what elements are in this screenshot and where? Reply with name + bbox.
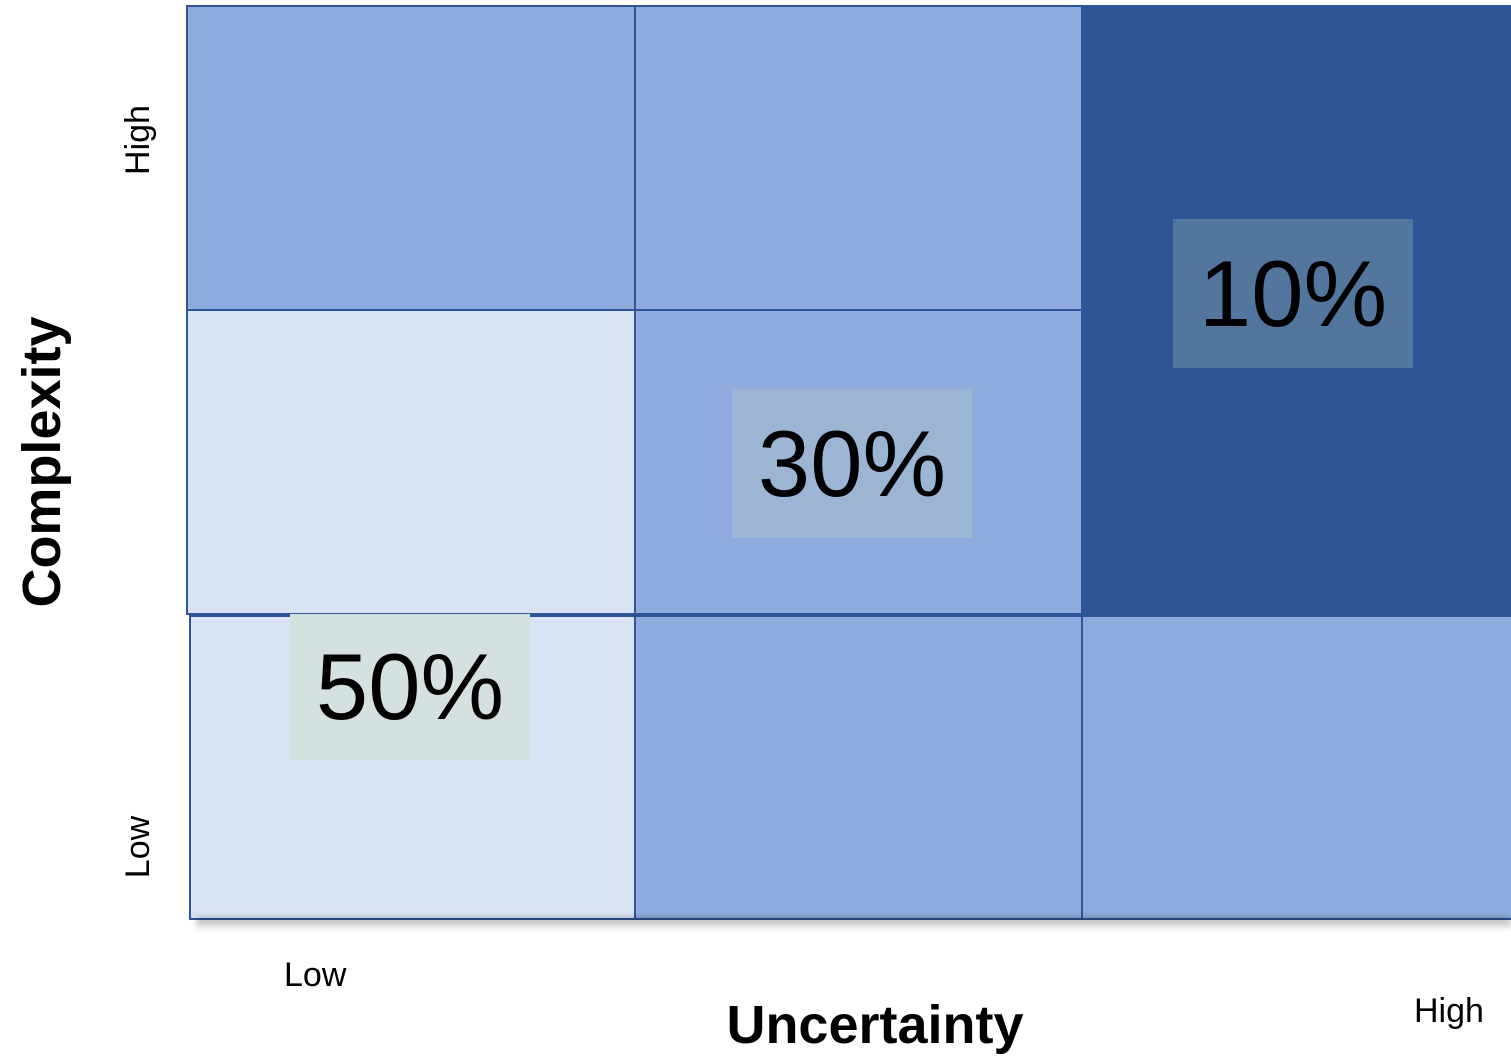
x-axis-title: Uncertainty xyxy=(726,995,1024,1055)
cell-mid-complexity-low-uncertainty xyxy=(186,309,636,615)
y-axis-low-label: Low xyxy=(119,815,157,879)
cell-high-complexity-mid-uncertainty xyxy=(634,5,1083,311)
percentage-box-10: 10% xyxy=(1173,219,1413,368)
y-axis-high-label: High xyxy=(119,105,157,175)
grid-shadow xyxy=(196,918,1511,930)
percentage-label: 10% xyxy=(1198,240,1388,346)
percentage-box-50: 50% xyxy=(290,614,530,760)
percentage-label: 50% xyxy=(315,634,505,739)
cell-high-complexity-low-uncertainty xyxy=(186,5,636,311)
x-axis-low-label: Low xyxy=(284,956,347,994)
cell-low-complexity-high-uncertainty xyxy=(1081,615,1511,920)
cell-low-complexity-mid-uncertainty xyxy=(634,615,1083,920)
x-axis-high-label: High xyxy=(1414,992,1484,1030)
percentage-box-30: 30% xyxy=(732,389,972,538)
y-axis-title: Complexity xyxy=(12,316,72,608)
percentage-label: 30% xyxy=(757,410,947,516)
